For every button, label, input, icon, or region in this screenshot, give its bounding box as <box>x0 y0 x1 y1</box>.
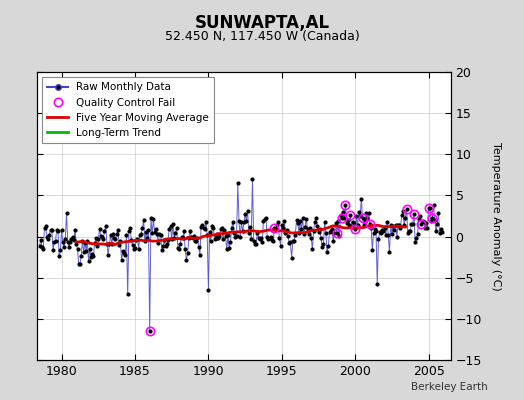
Legend: Raw Monthly Data, Quality Control Fail, Five Year Moving Average, Long-Term Tren: Raw Monthly Data, Quality Control Fail, … <box>42 77 214 143</box>
Text: Berkeley Earth: Berkeley Earth <box>411 382 487 392</box>
Text: SUNWAPTA,AL: SUNWAPTA,AL <box>194 14 330 32</box>
Y-axis label: Temperature Anomaly (°C): Temperature Anomaly (°C) <box>492 142 501 290</box>
Text: 52.450 N, 117.450 W (Canada): 52.450 N, 117.450 W (Canada) <box>165 30 359 43</box>
